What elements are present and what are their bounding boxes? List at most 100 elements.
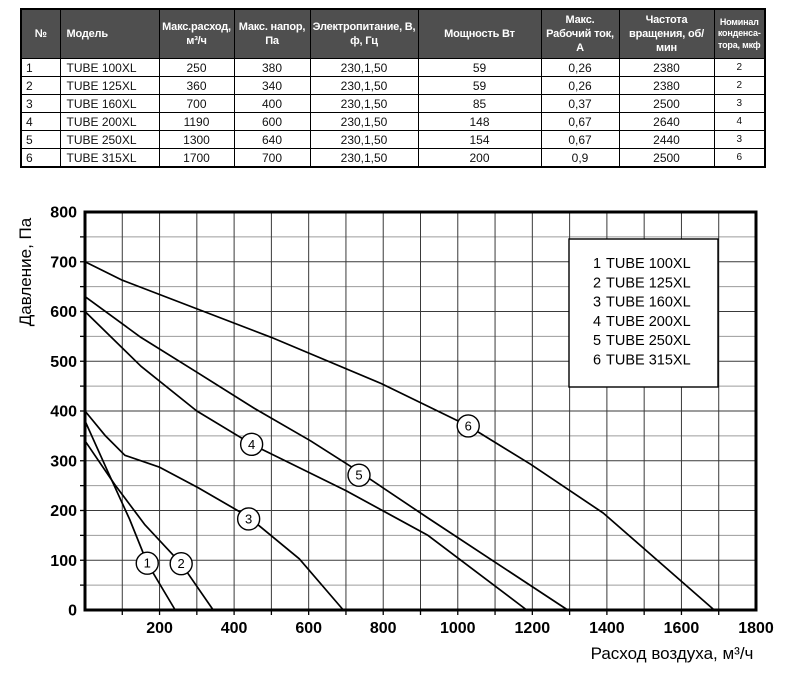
curve-label-number: 6 [465,418,472,433]
table-cell: 1190 [158,112,235,131]
column-header-max-pressure: Макс. напор, Па [233,8,311,59]
column-header-power-supply: Электропитание, В, ф, Гц [309,8,419,59]
table-cell: 2380 [618,58,715,77]
legend-entry-number: 5 [593,333,601,349]
table-cell: 600 [233,112,311,131]
legend-entry-number: 2 [593,275,601,291]
y-tick-label: 200 [50,503,77,520]
y-tick-label: 300 [50,453,77,470]
x-tick-label: 1000 [440,620,476,637]
y-tick-label: 100 [50,553,77,570]
table-cell: 148 [417,112,542,131]
table-cell: 0,37 [540,94,620,113]
curve-label-circle [169,552,193,576]
curve-1 [84,420,176,611]
table-cell: 2500 [618,94,715,113]
x-tick-label: 200 [146,620,173,637]
table-cell: 0,26 [540,58,620,77]
table-cell: 85 [417,94,542,113]
legend-entry-number: 1 [593,256,601,272]
y-tick-label: 500 [50,354,77,371]
table-cell: 230,1,50 [309,130,419,149]
legend-entry-model: TUBE 160XL [606,295,691,311]
curve-label-number: 4 [248,437,255,452]
table-cell: 230,1,50 [309,94,419,113]
curve-label-circle [347,463,371,487]
legend-entry-model: TUBE 100XL [606,256,691,272]
x-tick-label: 1400 [589,620,625,637]
table-row: 3 TUBE 160XL 700 400 230,1,50 85 0,37 2500 3 [20,94,766,113]
curve-label-circle [236,507,261,531]
table-cell: 400 [233,94,311,113]
table-cell: 700 [158,94,235,113]
x-tick-label: 400 [221,620,248,637]
table-row: 1 TUBE 100XL 250 380 230,1,50 59 0,26 2380 2 [20,58,766,77]
curve-3 [84,410,344,611]
x-tick-label: 1600 [664,620,700,637]
column-header-rotation-speed: Частота вращения, об/мин [618,8,715,59]
table-cell: 2 [20,76,61,95]
table-cell: 59 [417,76,542,95]
table-cell: 0,26 [540,76,620,95]
column-header-number: № [20,8,61,59]
column-header-max-flow: Макс.расход, м³/ч [158,8,235,59]
curve-point-labels: 1 2 3 4 5 6 [135,414,480,576]
table-cell: 154 [417,130,542,149]
x-tick-label: 1200 [515,620,551,637]
table-cell: 4 [713,112,766,131]
table-cell: 340 [233,76,311,95]
table-cell: 1700 [158,148,235,168]
legend-entry-model: TUBE 315XL [606,353,691,369]
y-tick-label: 0 [68,603,77,620]
table-cell: TUBE 200XL [59,112,160,131]
table-cell: 2 [713,76,766,95]
legend-entry-number: 4 [593,314,601,330]
spec-table-header: № Модель Макс.расход, м³/ч Макс. напор, … [20,8,766,59]
x-axis-title: Расход воздуха, м³/ч [591,644,754,663]
spec-table-header-row: № Модель Макс.расход, м³/ч Макс. напор, … [20,8,766,59]
curve-label-number: 2 [178,556,185,571]
table-cell: 5 [20,130,61,149]
curve-label-number: 5 [355,468,362,483]
y-tick-label: 700 [50,254,77,271]
table-cell: 3 [20,94,61,113]
table-cell: 2 [713,58,766,77]
y-tick-labels: 0 100 200 300 400 500 600 700 800 [50,205,77,620]
legend-box [568,238,719,388]
fan-curves-chart: 1 2 3 4 5 6 1 TUBE 100XL 2 TUBE 125XL 3 TUBE 160XL… [16,205,774,664]
spec-table: № Модель Макс.расход, м³/ч Макс. напор, … [20,8,766,168]
table-cell: 2380 [618,76,715,95]
table-cell: 700 [233,148,311,168]
x-tick-label: 1800 [738,620,774,637]
legend-entry-model: TUBE 200XL [606,314,691,330]
curve-label-circle [456,414,480,438]
table-cell: 3 [713,130,766,149]
table-cell: 250 [158,58,235,77]
table-cell: TUBE 250XL [59,130,160,149]
table-cell: 230,1,50 [309,112,419,131]
y-tick-label: 400 [50,404,77,421]
legend-entry-number: 6 [593,353,601,369]
table-cell: 2640 [618,112,715,131]
table-cell: TUBE 100XL [59,58,160,77]
table-cell: 360 [158,76,235,95]
curve-label-circle [135,551,159,575]
table-row: 5 TUBE 250XL 1300 640 230,1,50 154 0,67 2440 3 [20,130,766,149]
legend-entry-model: TUBE 125XL [606,275,691,291]
table-cell: 200 [417,148,542,168]
table-row: 4 TUBE 200XL 1190 600 230,1,50 148 0,67 2640 4 [20,112,766,131]
x-tick-labels: 200 400 600 800 1000 1200 1400 1600 1800 [146,620,774,637]
curve-label-number: 1 [144,556,151,571]
table-cell: TUBE 315XL [59,148,160,168]
table-row: 2 TUBE 125XL 360 340 230,1,50 59 0,26 2380 2 [20,76,766,95]
column-header-capacitor: Номинал конденса-тора, мкф [713,8,766,59]
table-cell: 1300 [158,130,235,149]
table-cell: 0,67 [540,130,620,149]
table-cell: 230,1,50 [309,148,419,168]
table-cell: 3 [713,94,766,113]
curve-6 [84,261,715,611]
table-cell: 2500 [618,148,715,168]
table-cell: 59 [417,58,542,77]
table-cell: 1 [20,58,61,77]
